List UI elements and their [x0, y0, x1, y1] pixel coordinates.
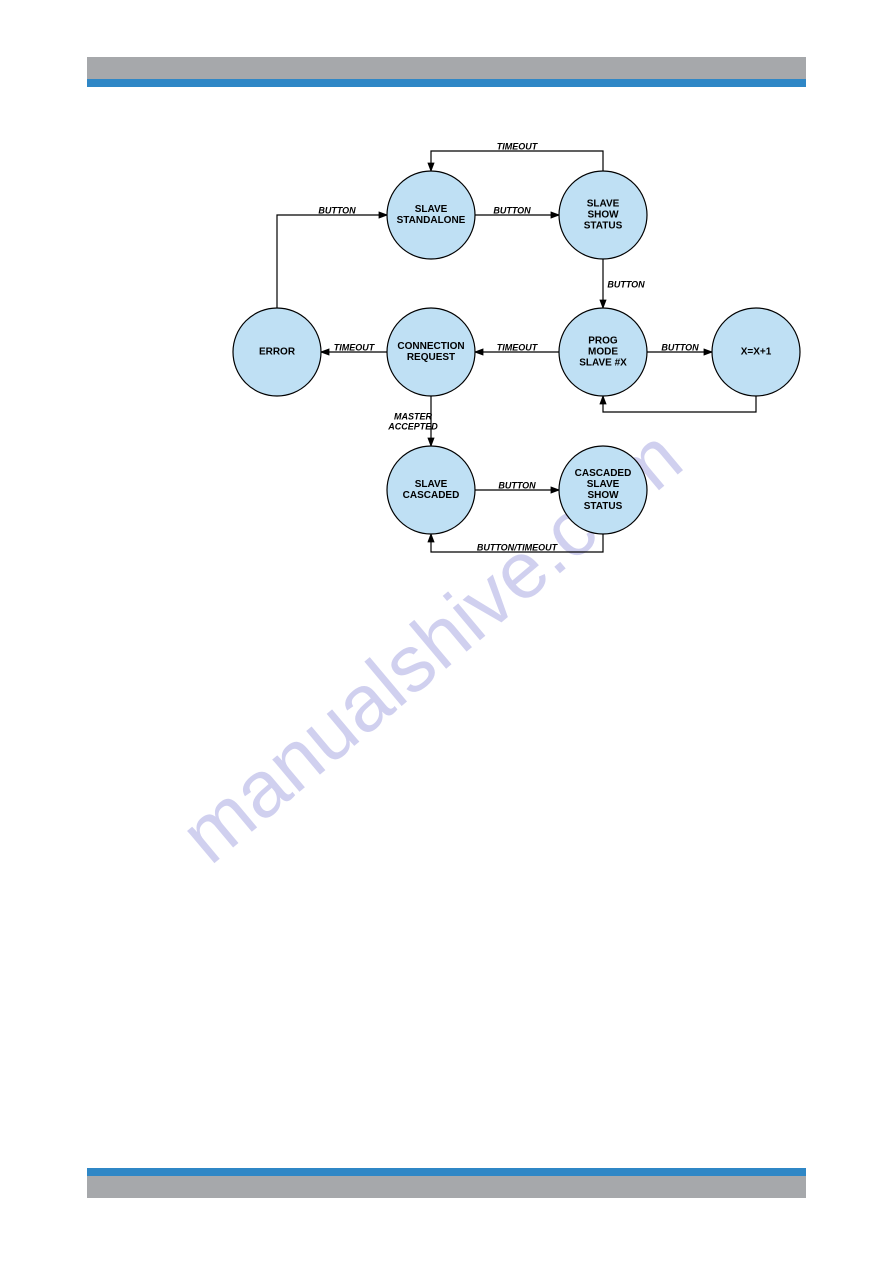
node-label-slave_standalone: SLAVE [415, 204, 448, 215]
node-label-connection_req: CONNECTION [397, 341, 464, 352]
edge-label-e_timeout_conn_to_err: TIMEOUT [334, 342, 376, 352]
edge-e_x_back_to_prog [603, 396, 756, 412]
edge-e_timeout_top [431, 151, 603, 171]
edge-e_button_left [277, 215, 387, 308]
edge-label-e_button_casc_to_show: BUTTON [498, 480, 536, 490]
node-label-slave_standalone: STANDALONE [397, 215, 466, 226]
edge-label-e_button_left: BUTTON [318, 205, 356, 215]
node-label-prog_mode: SLAVE #X [579, 358, 627, 369]
state-diagram: TIMEOUT BUTTON BUTTON BUTTON TIMEOUT TIMEOUT B… [0, 0, 893, 1263]
edge-label-e_button_prog_to_x: BUTTON [661, 342, 699, 352]
node-label-connection_req: REQUEST [407, 352, 455, 363]
node-label-slave_cascaded: SLAVE [415, 479, 448, 490]
node-label-slave_show_status: SLAVE [587, 199, 620, 210]
node-label-slave_show_status: STATUS [584, 221, 623, 232]
edge-label-e_button_ss_to_show: BUTTON [493, 205, 531, 215]
node-label-casc_show_status: CASCADED [575, 468, 632, 479]
node-label-casc_show_status: SHOW [587, 490, 619, 501]
edge-label-e_button_timeout_bottom: BUTTON/TIMEOUT [477, 542, 559, 552]
edge-label-e_timeout_prog_to_conn: TIMEOUT [497, 342, 539, 352]
edge-label-e_timeout_top: TIMEOUT [497, 141, 539, 151]
node-label-casc_show_status: STATUS [584, 501, 623, 512]
node-label-prog_mode: MODE [588, 347, 618, 358]
node-label-casc_show_status: SLAVE [587, 479, 620, 490]
node-label-slave_cascaded: CASCADED [403, 490, 460, 501]
node-label-prog_mode: PROG [588, 336, 618, 347]
edge-label-e_button_show_to_prog: BUTTON [607, 279, 645, 289]
node-label-error: ERROR [259, 347, 296, 358]
edge-label-e_master_accepted: ACCEPTED [387, 421, 438, 431]
node-label-slave_show_status: SHOW [587, 210, 619, 221]
edge-label-e_master_accepted: MASTER [394, 411, 433, 421]
node-label-x_plus_1: X=X+1 [741, 347, 772, 358]
